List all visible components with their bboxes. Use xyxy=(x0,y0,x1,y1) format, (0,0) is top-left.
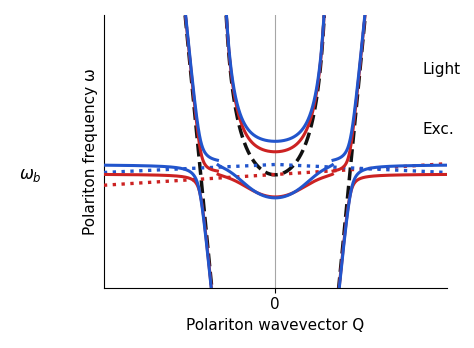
Y-axis label: Polariton frequency ω: Polariton frequency ω xyxy=(83,68,98,235)
Text: Exc.: Exc. xyxy=(423,122,455,137)
Text: Light: Light xyxy=(423,62,461,77)
X-axis label: Polariton wavevector Q: Polariton wavevector Q xyxy=(186,318,365,333)
Text: $\omega_b$: $\omega_b$ xyxy=(19,166,42,184)
